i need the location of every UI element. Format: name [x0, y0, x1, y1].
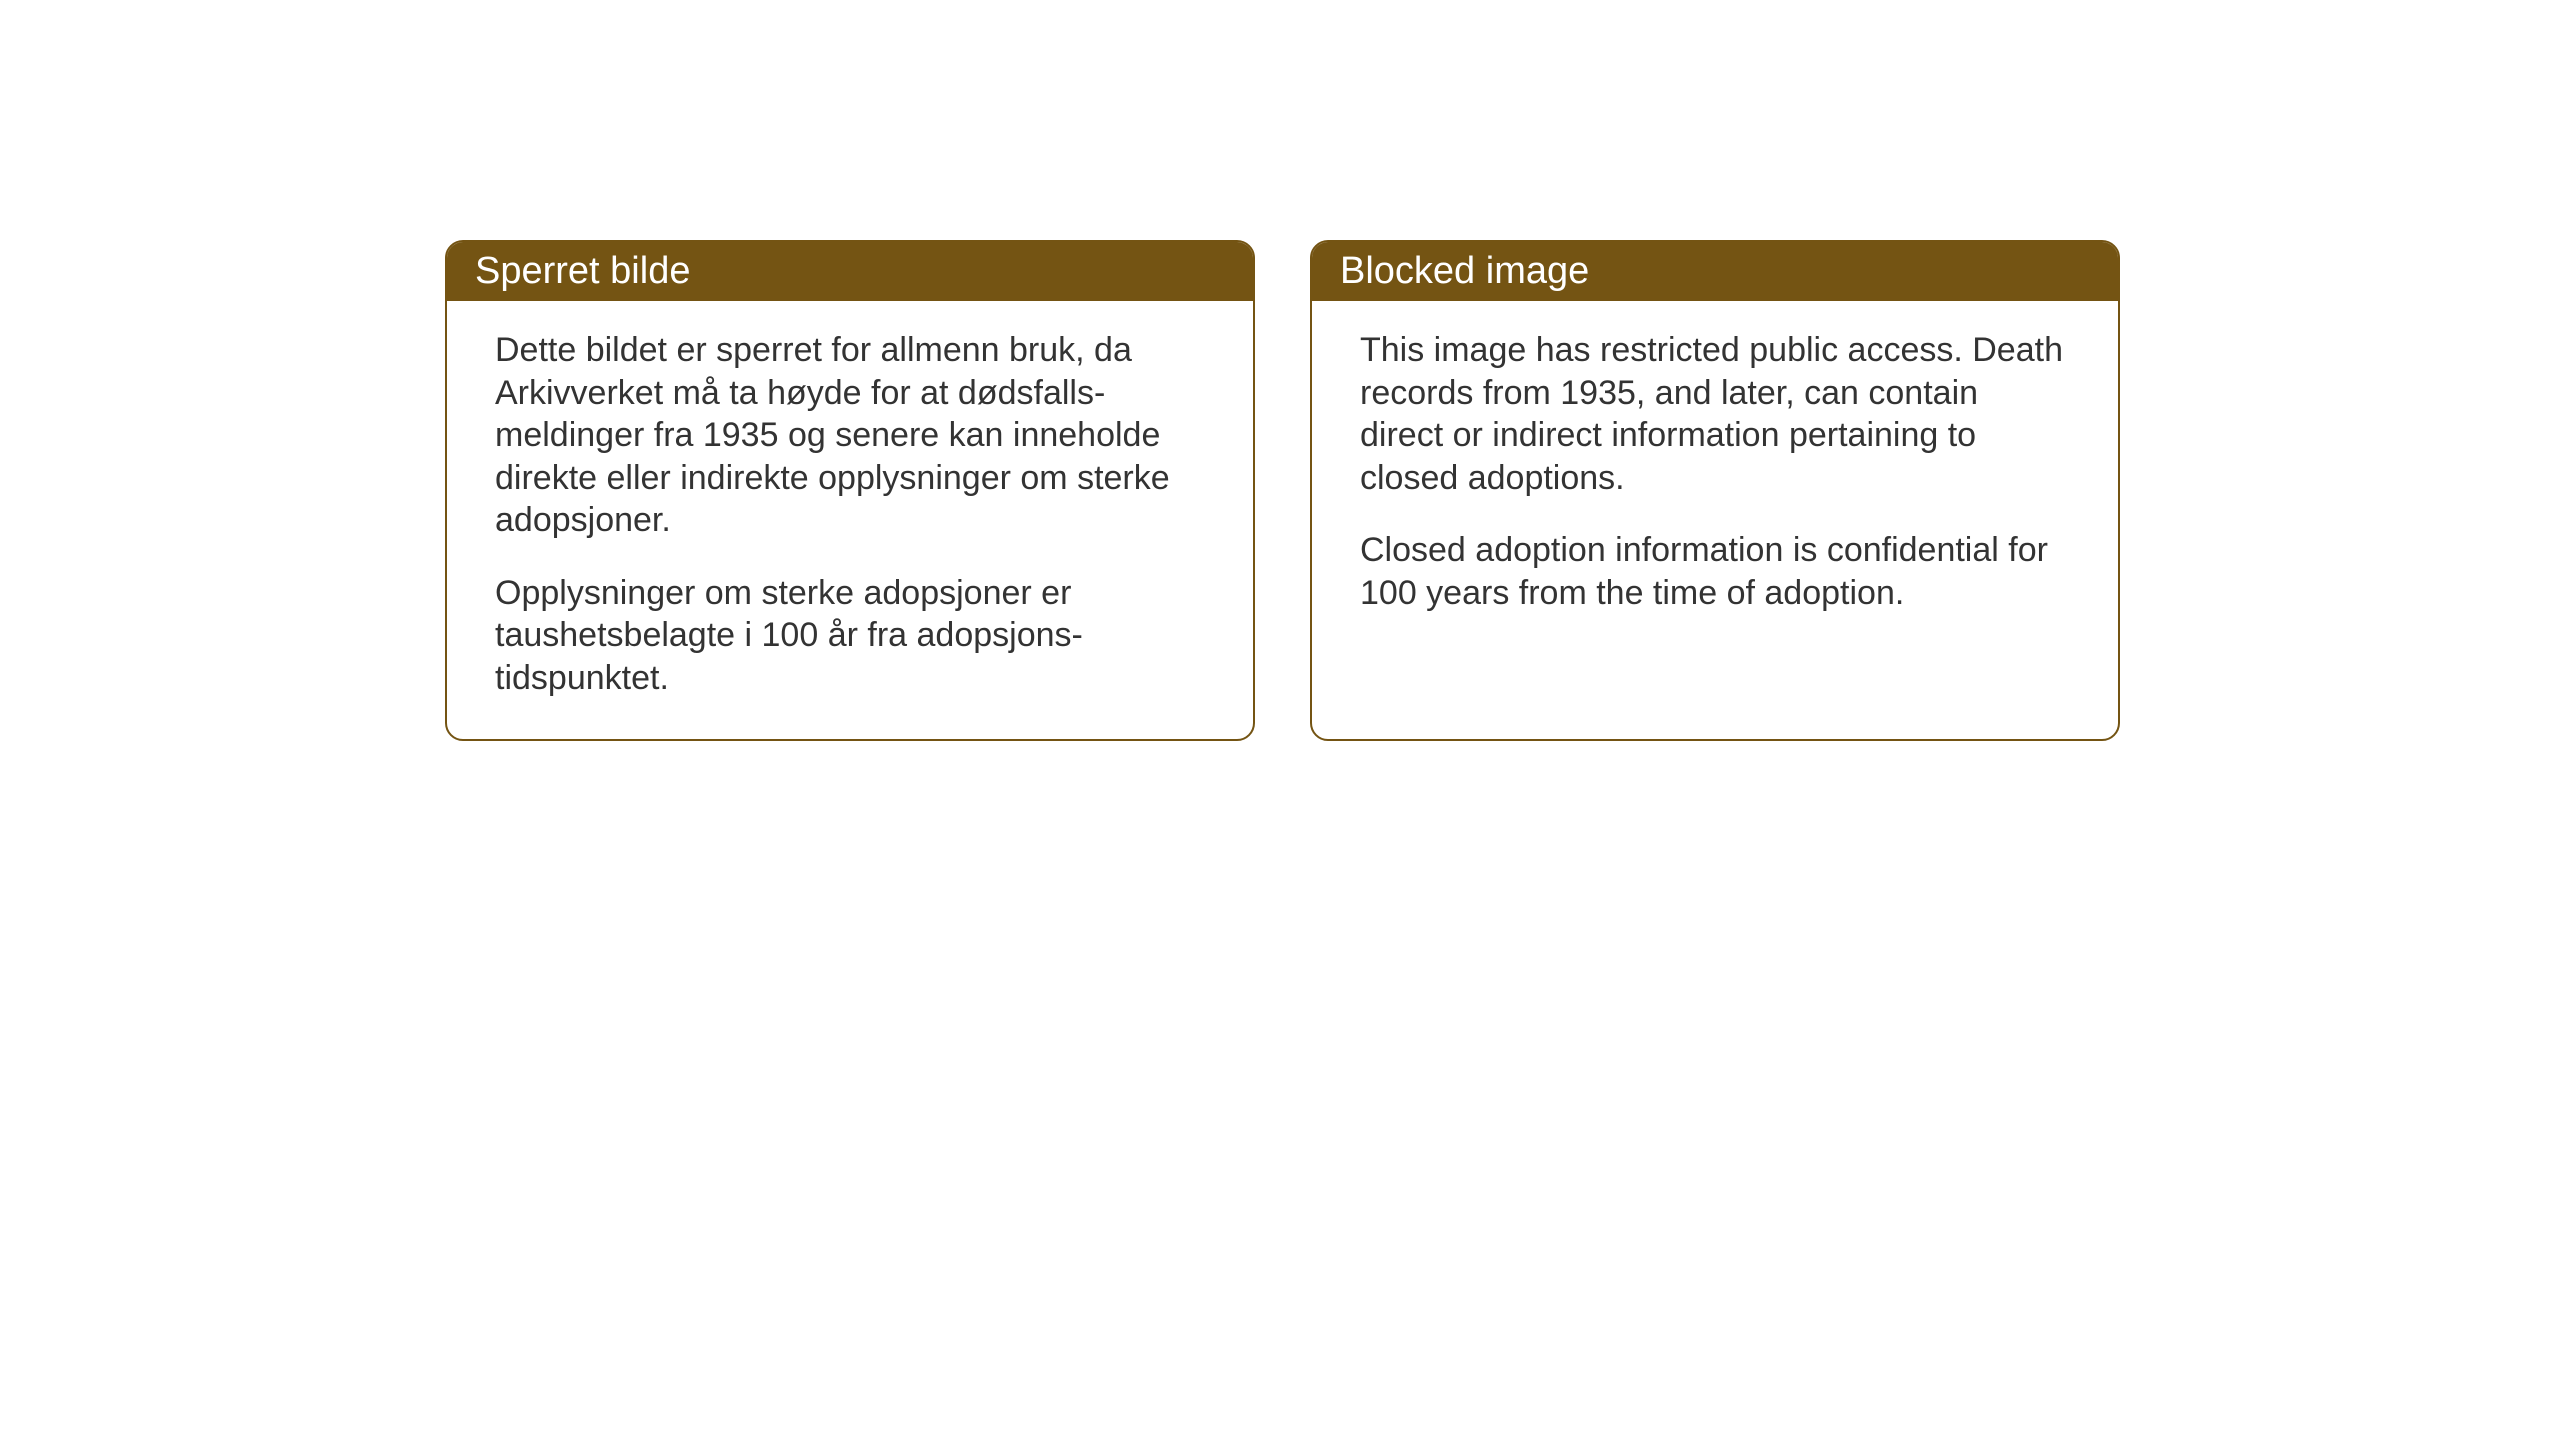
notice-paragraph-2-norwegian: Opplysninger om sterke adopsjoner er tau… — [495, 572, 1205, 700]
notice-paragraph-1-english: This image has restricted public access.… — [1360, 329, 2070, 499]
notice-title-english: Blocked image — [1340, 250, 1589, 292]
notices-container: Sperret bilde Dette bildet er sperret fo… — [445, 240, 2120, 741]
notice-body-english: This image has restricted public access.… — [1312, 301, 2118, 654]
notice-body-norwegian: Dette bildet er sperret for allmenn bruk… — [447, 301, 1253, 739]
notice-header-english: Blocked image — [1312, 242, 2118, 301]
notice-title-norwegian: Sperret bilde — [475, 250, 690, 292]
notice-box-norwegian: Sperret bilde Dette bildet er sperret fo… — [445, 240, 1255, 741]
notice-paragraph-1-norwegian: Dette bildet er sperret for allmenn bruk… — [495, 329, 1205, 542]
notice-box-english: Blocked image This image has restricted … — [1310, 240, 2120, 741]
notice-paragraph-2-english: Closed adoption information is confident… — [1360, 529, 2070, 614]
notice-header-norwegian: Sperret bilde — [447, 242, 1253, 301]
